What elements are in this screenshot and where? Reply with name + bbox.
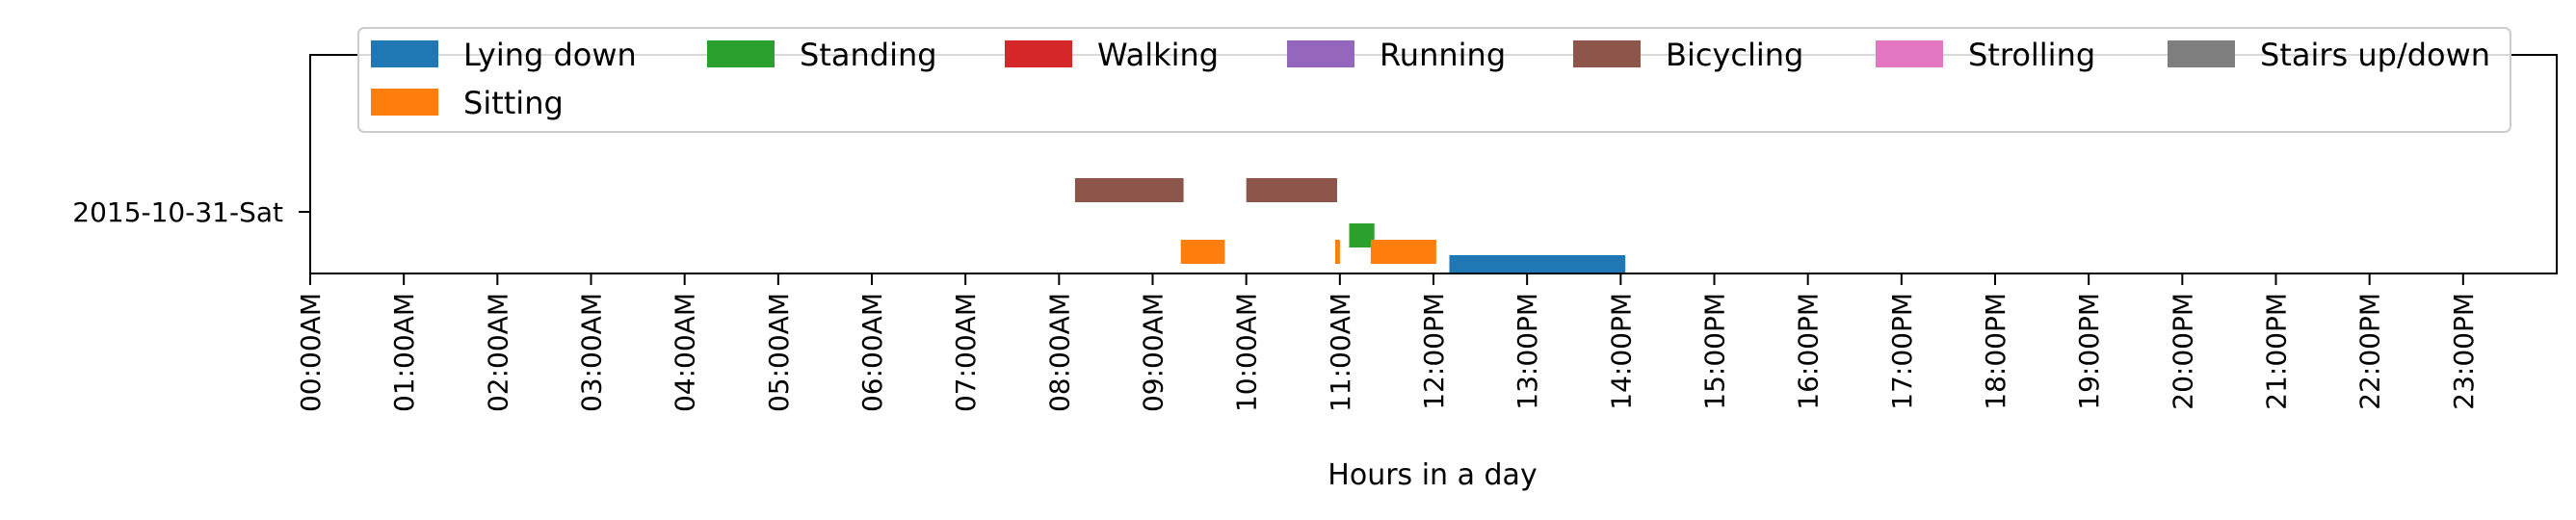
legend-label-stairs-up-down: Stairs up/down [2260, 37, 2490, 73]
x-tick-label: 01:00AM [388, 293, 420, 412]
x-tick-label: 03:00AM [576, 293, 608, 412]
legend-swatch-stairs-up-down [2168, 40, 2235, 67]
x-tick-label: 17:00PM [1886, 293, 1918, 410]
bar-standing-0 [1349, 223, 1375, 247]
y-tick-label: 2015-10-31-Sat [72, 196, 283, 228]
x-tick-label: 15:00PM [1699, 293, 1731, 410]
legend-swatch-lying-down [371, 40, 438, 67]
x-tick-label: 05:00AM [763, 293, 795, 412]
legend-label-running: Running [1380, 37, 1506, 73]
x-tick-label: 13:00PM [1511, 293, 1543, 410]
x-tick-label: 21:00PM [2261, 293, 2293, 410]
y-axis: 2015-10-31-Sat [72, 196, 310, 228]
bar-sitting-0 [1180, 240, 1225, 264]
bar-sitting-1 [1335, 240, 1340, 264]
legend-label-strolling: Strolling [1968, 37, 2095, 73]
x-tick-label: 16:00PM [1793, 293, 1825, 410]
legend-label-lying-down: Lying down [463, 37, 637, 73]
legend: Lying down Standing Walking Running Bicyclin… [357, 27, 2511, 133]
bar-sitting-2 [1370, 240, 1436, 264]
x-tick-label: 06:00AM [856, 293, 888, 412]
legend-swatch-standing [707, 40, 775, 67]
legend-swatch-sitting [371, 89, 438, 116]
x-tick-label: 19:00PM [2073, 293, 2105, 410]
x-tick-label: 18:00PM [1980, 293, 2011, 410]
x-axis: 00:00AM 01:00AM 02:00AM 03:00AM 04:00AM 05:00… [295, 273, 2480, 412]
x-tick-label: 04:00AM [670, 293, 701, 412]
legend-label-walking: Walking [1097, 37, 1219, 73]
x-tick-label: 10:00AM [1231, 293, 1263, 412]
x-tick-label: 20:00PM [2167, 293, 2198, 410]
x-tick-label: 09:00AM [1138, 293, 1170, 412]
x-tick-label: 00:00AM [295, 293, 327, 412]
x-tick-label: 14:00PM [1605, 293, 1637, 410]
x-axis-title: Hours in a day [1327, 458, 1537, 492]
x-tick-label: 11:00AM [1325, 293, 1356, 412]
legend-swatch-walking [1005, 40, 1072, 67]
legend-label-sitting: Sitting [463, 85, 564, 121]
legend-swatch-strolling [1876, 40, 1943, 67]
legend-label-standing: Standing [800, 37, 937, 73]
x-tick-label: 02:00AM [482, 293, 513, 412]
bar-lying-down-0 [1449, 255, 1626, 273]
x-tick-label: 22:00PM [2354, 293, 2386, 410]
bar-bicycling-0 [1074, 178, 1184, 202]
x-tick-label: 08:00AM [1043, 293, 1075, 412]
x-tick-label: 07:00AM [950, 293, 982, 412]
legend-swatch-running [1287, 40, 1354, 67]
legend-box [357, 27, 2511, 133]
legend-swatch-bicycling [1573, 40, 1641, 67]
bar-bicycling-1 [1246, 178, 1337, 202]
x-tick-label: 23:00PM [2448, 293, 2480, 410]
legend-label-bicycling: Bicycling [1666, 37, 1803, 73]
x-tick-label: 12:00PM [1418, 293, 1450, 410]
